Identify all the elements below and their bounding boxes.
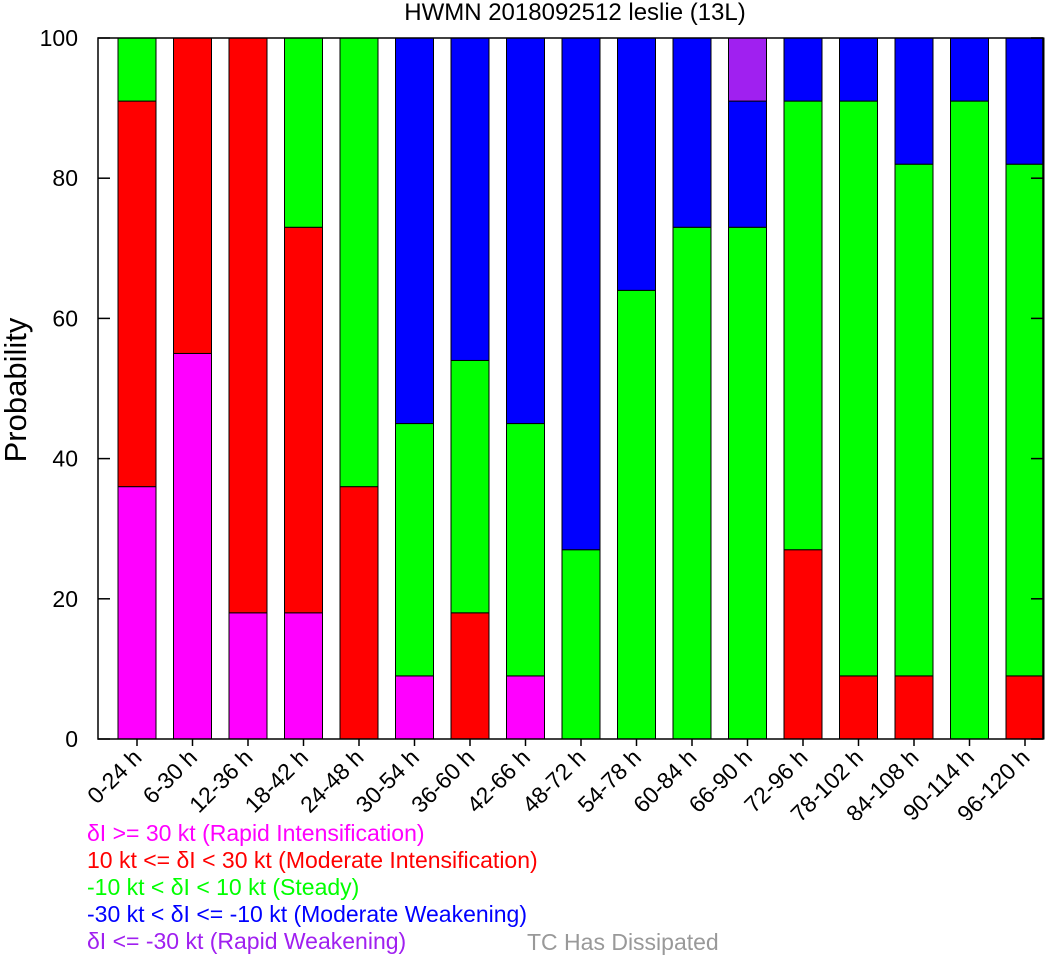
bar-segment bbox=[173, 37, 212, 354]
bar-segment bbox=[395, 423, 434, 677]
bar-segment bbox=[728, 37, 767, 102]
bar-segment bbox=[1005, 163, 1045, 677]
bar-segment bbox=[783, 37, 823, 102]
plot-frame bbox=[97, 37, 1044, 740]
legend-entry-moderate-intensification: 10 kt <= δI < 30 kt (Moderate Intensific… bbox=[87, 847, 538, 873]
bar-segment bbox=[284, 37, 323, 228]
bar-segment bbox=[728, 100, 767, 228]
bar-segment bbox=[506, 37, 545, 425]
bar-segment bbox=[783, 549, 823, 740]
y-tick-label: 60 bbox=[52, 305, 78, 331]
bar-segment bbox=[339, 486, 379, 740]
legend-entry-dissipated: TC Has Dissipated bbox=[527, 929, 719, 955]
bar-segment bbox=[117, 100, 157, 488]
chart-title: HWMN 2018092512 leslie (13L) bbox=[404, 0, 746, 26]
bar-segment bbox=[561, 37, 601, 551]
bar-segment bbox=[561, 549, 601, 740]
bar-segment bbox=[284, 612, 323, 740]
bar-segment bbox=[450, 612, 490, 740]
bar-segment bbox=[617, 37, 656, 291]
bar-segment bbox=[339, 37, 379, 488]
bar-segment bbox=[117, 37, 157, 102]
bar-segment bbox=[228, 612, 268, 740]
bar-segment bbox=[395, 675, 434, 740]
y-tick-label: 100 bbox=[40, 25, 78, 51]
bar-segment bbox=[894, 37, 934, 165]
x-tick-label: 0-24 h bbox=[82, 744, 147, 809]
legend-entry-rapid-intensification: δI >= 30 kt (Rapid Intensification) bbox=[87, 820, 425, 846]
legend-entry-moderate-weakening: -30 kt < δI <= -10 kt (Moderate Weakenin… bbox=[87, 901, 528, 927]
bar-segment bbox=[228, 37, 268, 614]
bar-segment bbox=[839, 100, 878, 677]
bar-segment bbox=[894, 675, 934, 740]
bar-segment bbox=[672, 226, 712, 740]
bar-segment bbox=[617, 289, 656, 740]
stacked-bar-chart: HWMN 2018092512 leslie (13L) Probability… bbox=[0, 0, 1045, 820]
bar-segment bbox=[950, 37, 989, 102]
bar-segment bbox=[450, 359, 490, 614]
legend: δI >= 30 kt (Rapid Intensification) 10 k… bbox=[87, 820, 538, 955]
bar-segment bbox=[672, 37, 712, 228]
y-tick-label: 80 bbox=[52, 165, 78, 191]
bar-segment bbox=[284, 226, 323, 614]
bar-segment bbox=[450, 37, 490, 361]
bar-segment bbox=[1005, 675, 1045, 740]
y-tick-label: 20 bbox=[52, 586, 78, 612]
bar-segment bbox=[506, 675, 545, 740]
bar-segment bbox=[950, 100, 989, 740]
bars-group bbox=[117, 37, 1045, 740]
bar-segment bbox=[894, 163, 934, 677]
bar-segment bbox=[395, 37, 434, 425]
bar-segment bbox=[173, 352, 212, 740]
bar-segment bbox=[117, 486, 157, 740]
bar-segment bbox=[839, 37, 878, 102]
legend-entry-steady: -10 kt < δI < 10 kt (Steady) bbox=[87, 874, 360, 900]
bar-segment bbox=[783, 100, 823, 551]
legend-entry-rapid-weakening: δI <= -30 kt (Rapid Weakening) bbox=[87, 928, 407, 954]
y-tick-label: 0 bbox=[65, 726, 78, 752]
bar-segment bbox=[1005, 37, 1045, 165]
y-tick-label: 40 bbox=[52, 446, 78, 472]
y-axis-label: Probability bbox=[0, 317, 33, 462]
bar-segment bbox=[728, 226, 767, 740]
bar-segment bbox=[839, 675, 878, 740]
bar-segment bbox=[506, 423, 545, 677]
